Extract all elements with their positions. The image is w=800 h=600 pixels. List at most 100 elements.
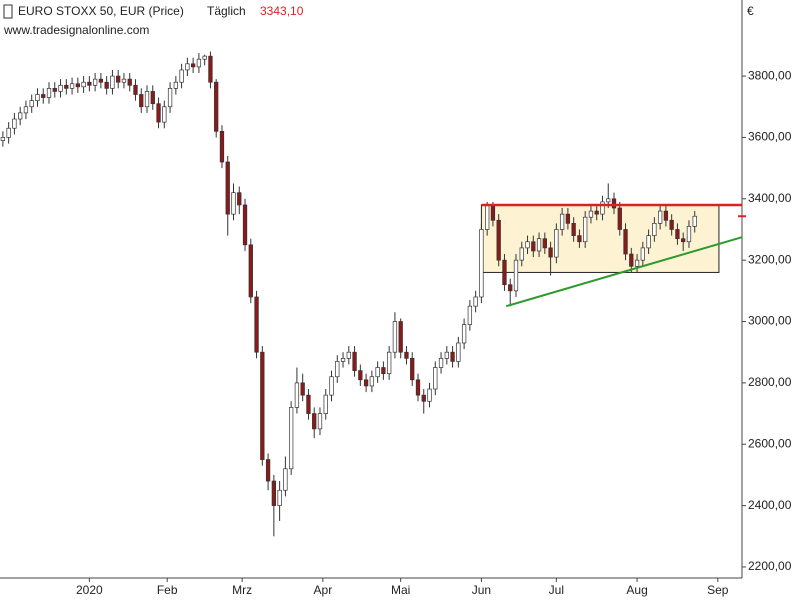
candle-body [225, 161, 230, 215]
candle-body [467, 305, 473, 325]
candle-body [98, 78, 104, 83]
candle-body [23, 106, 29, 114]
candle-body [75, 83, 80, 88]
candle-body [69, 83, 75, 89]
candle-body [427, 388, 432, 402]
candle-body [398, 321, 403, 353]
candle-body [404, 351, 409, 359]
candle-body [139, 94, 144, 108]
candle-body [179, 69, 184, 83]
candle-body [58, 84, 63, 92]
candle-body [392, 321, 398, 353]
candle-body [623, 229, 628, 255]
candle-body [150, 91, 155, 105]
y-tick-label: 3400,00 [748, 191, 792, 205]
candle-body [306, 394, 311, 414]
candle-body [35, 94, 40, 101]
candle-body [121, 78, 127, 83]
candle-body [675, 229, 680, 240]
candle-body [542, 238, 547, 249]
candle-body [681, 238, 686, 243]
candle-body [611, 198, 617, 209]
candle-body [652, 222, 657, 236]
candle-body [317, 413, 323, 430]
candle-body [190, 63, 196, 68]
candle-body [254, 296, 259, 353]
x-tick-label: Apr [314, 583, 333, 597]
candle-body [162, 106, 167, 123]
candle-body [144, 91, 150, 108]
candle-body [444, 351, 449, 359]
candle-body [363, 379, 369, 387]
last-price: 3343,10 [260, 4, 304, 18]
candle-body [450, 351, 455, 362]
candle-body [375, 367, 380, 378]
candle-body [196, 58, 202, 68]
candle-body [600, 201, 605, 215]
x-tick-label: Feb [157, 583, 178, 597]
candle-body [502, 259, 507, 286]
candle-body [133, 84, 138, 95]
x-tick-label: Sep [707, 583, 729, 597]
y-tick-label: 3000,00 [748, 314, 792, 328]
y-tick-label: 2200,00 [748, 559, 792, 573]
candle-body [242, 204, 248, 246]
candle-body [433, 367, 438, 390]
candle-body [329, 376, 334, 396]
candle-body [12, 118, 17, 129]
candle-body [335, 361, 340, 378]
x-tick-label: Aug [626, 583, 647, 597]
candle-body [669, 219, 674, 230]
x-tick-label: Mai [391, 583, 410, 597]
candle-body [559, 213, 565, 230]
y-tick-label: 2400,00 [748, 498, 792, 512]
candle-body [81, 81, 86, 88]
x-tick-label: Jul [549, 583, 564, 597]
candle-body [323, 394, 328, 414]
candle-body [340, 357, 346, 362]
candle-body [536, 238, 542, 252]
candle-body [208, 55, 213, 83]
y-tick-label: 2600,00 [748, 436, 792, 450]
candle-body [46, 88, 52, 98]
candle-body [387, 351, 392, 375]
candle-body [531, 241, 536, 252]
candle-body [87, 81, 92, 86]
candle-body [300, 382, 305, 396]
candle-body [415, 379, 421, 396]
x-tick-label: 2020 [76, 583, 103, 597]
x-tick-label: Jun [472, 583, 491, 597]
candle-body [219, 130, 225, 163]
candle-body [64, 84, 69, 89]
candle-body [692, 215, 697, 227]
candle-body [571, 222, 576, 236]
candle-body [461, 324, 467, 344]
candle-body [438, 357, 444, 368]
candle-body [565, 213, 571, 224]
candle-body [52, 88, 57, 92]
y-tick-label: 3200,00 [748, 252, 792, 266]
candle-body [352, 351, 357, 371]
candle-body [294, 382, 300, 408]
candle-body [127, 78, 132, 86]
candle-body [617, 207, 622, 230]
chart-icon [3, 4, 13, 19]
candle-body [410, 357, 415, 381]
candle-body [588, 210, 594, 218]
candle-body [92, 78, 98, 86]
candle-body [657, 210, 663, 224]
candle-body [594, 210, 599, 215]
y-tick-label: 3600,00 [748, 130, 792, 144]
candle-body [634, 259, 640, 267]
candle-body [554, 229, 559, 258]
candle-body [490, 204, 496, 221]
y-tick-label: 3800,00 [748, 68, 792, 82]
candle-body [29, 100, 34, 108]
candle-body [456, 342, 461, 362]
candle-body [548, 247, 553, 258]
currency: € [747, 4, 754, 18]
candle-body [265, 459, 271, 482]
candle-body [519, 247, 524, 261]
candle-body [202, 55, 207, 60]
candle-body [421, 394, 426, 402]
